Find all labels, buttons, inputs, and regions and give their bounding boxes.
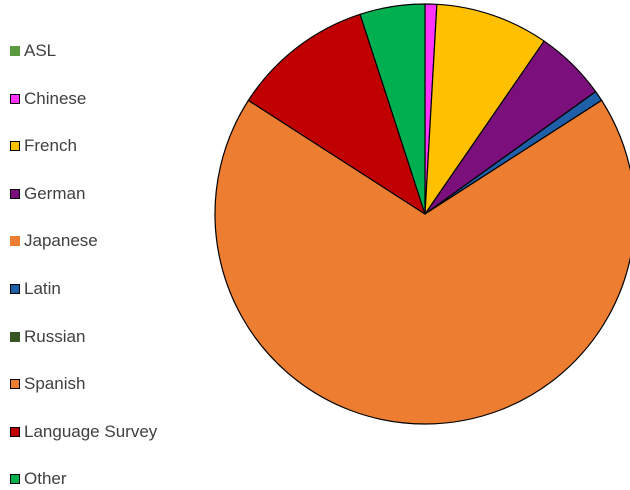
- pie-slice-spanish: [214, 99, 630, 425]
- pie-slice-french: [424, 3, 545, 215]
- legend-label: Other: [24, 469, 67, 489]
- legend-label: German: [24, 183, 86, 203]
- legend-swatch: [10, 46, 20, 56]
- legend-swatch: [10, 188, 20, 199]
- legend-item-asl: ASL: [10, 40, 56, 62]
- legend-item-german: German: [10, 183, 85, 205]
- legend-label: Language Survey: [24, 421, 158, 441]
- legend-item-language-survey: Language Survey: [10, 421, 157, 443]
- legend-swatch: [10, 426, 20, 437]
- legend-swatch: [10, 93, 20, 104]
- legend-swatch: [10, 474, 20, 485]
- legend-label: Spanish: [24, 374, 86, 394]
- legend-item-spanish: Spanish: [10, 373, 85, 395]
- legend-item-other: Other: [10, 468, 67, 490]
- legend-item-russian: Russian: [10, 326, 85, 348]
- pie-slice-other: [359, 3, 426, 215]
- legend-item-latin: Latin: [10, 278, 61, 300]
- legend-swatch: [10, 331, 20, 342]
- legend-label: ASL: [24, 41, 57, 60]
- legend-label: Russian: [24, 326, 86, 346]
- legend-swatch: [10, 379, 20, 390]
- legend-label: Latin: [24, 279, 61, 298]
- legend-swatch: [10, 284, 20, 294]
- pie-slice-language-survey: [247, 13, 426, 215]
- legend-label: Chinese: [24, 88, 87, 108]
- legend-item-french: French: [10, 135, 77, 157]
- legend-item-chinese: Chinese: [10, 88, 86, 110]
- legend-swatch: [10, 236, 20, 247]
- legend-swatch: [10, 141, 20, 152]
- legend-item-japanese: Japanese: [10, 230, 98, 252]
- legend-label: Japanese: [24, 231, 98, 251]
- legend-label: French: [24, 136, 77, 156]
